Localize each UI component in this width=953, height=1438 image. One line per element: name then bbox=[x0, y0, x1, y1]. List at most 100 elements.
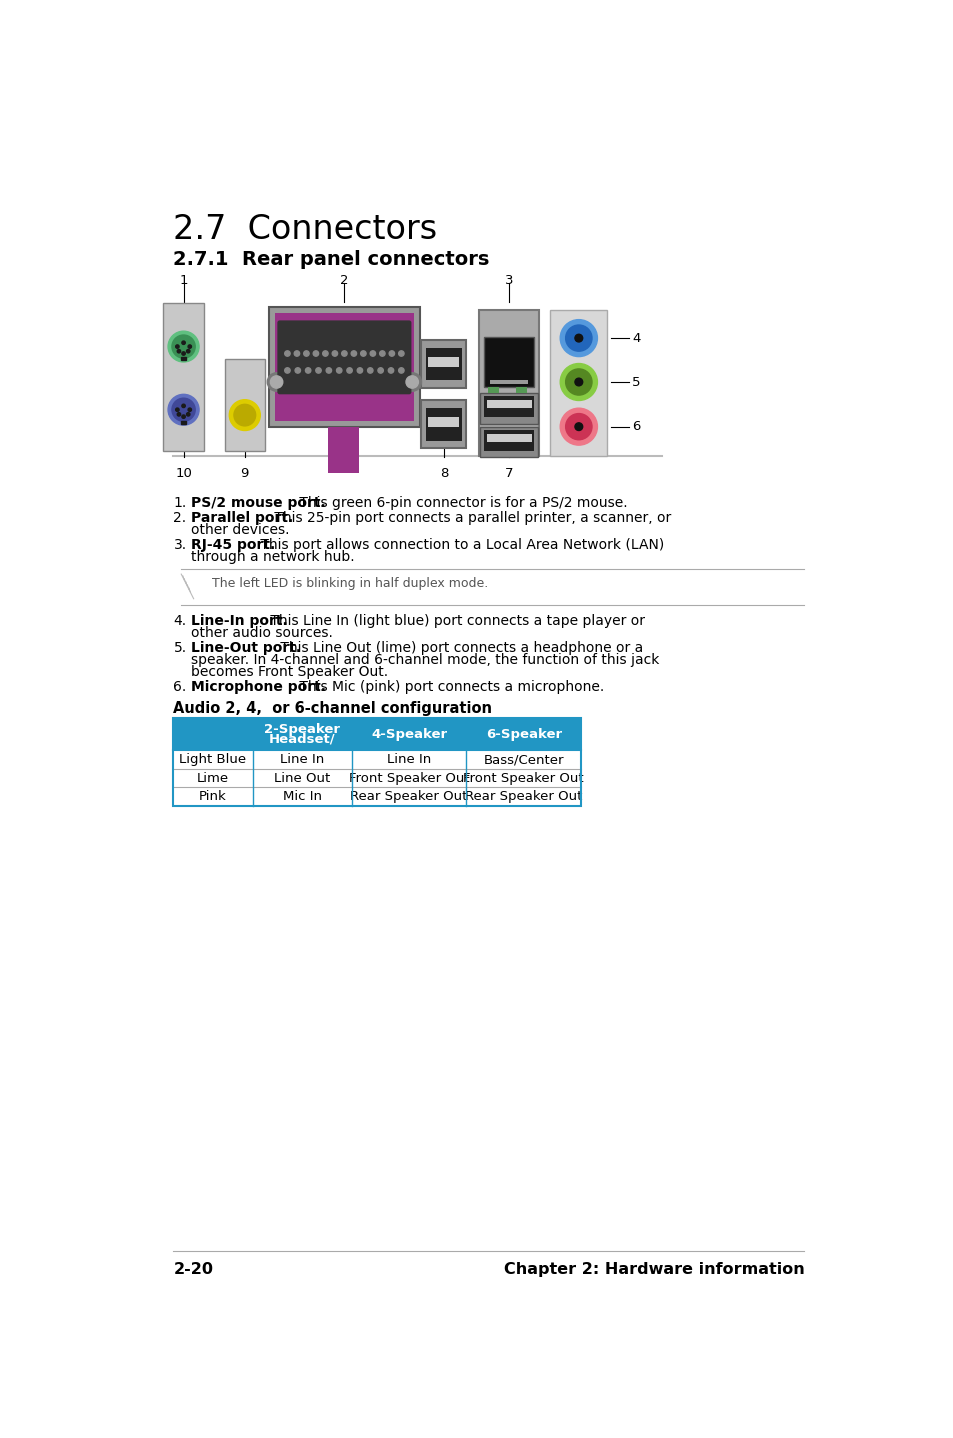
Circle shape bbox=[182, 404, 185, 407]
Text: 2-20: 2-20 bbox=[173, 1263, 213, 1277]
Text: through a network hub.: through a network hub. bbox=[191, 549, 354, 564]
Text: 2.7.1  Rear panel connectors: 2.7.1 Rear panel connectors bbox=[173, 250, 489, 269]
Text: Rear Speaker Out: Rear Speaker Out bbox=[465, 789, 582, 804]
Bar bbox=[489, 381, 528, 384]
Text: Pink: Pink bbox=[199, 789, 227, 804]
Bar bbox=[173, 718, 580, 805]
Circle shape bbox=[229, 400, 260, 430]
Circle shape bbox=[356, 368, 362, 372]
Circle shape bbox=[322, 351, 328, 357]
Bar bbox=[426, 408, 461, 440]
Text: Rear Speaker Out: Rear Speaker Out bbox=[350, 789, 467, 804]
Circle shape bbox=[187, 413, 190, 416]
Text: 4-Speaker: 4-Speaker bbox=[371, 728, 447, 741]
Bar bbox=[486, 400, 531, 408]
Circle shape bbox=[379, 351, 385, 357]
Text: Chapter 2: Hardware information: Chapter 2: Hardware information bbox=[503, 1263, 803, 1277]
Circle shape bbox=[565, 414, 592, 440]
Text: other devices.: other devices. bbox=[191, 523, 289, 536]
Text: 6.: 6. bbox=[173, 680, 187, 695]
Bar bbox=[173, 788, 580, 805]
Circle shape bbox=[177, 349, 180, 352]
Text: Headset/: Headset/ bbox=[269, 733, 335, 746]
Text: 8: 8 bbox=[439, 467, 448, 480]
Circle shape bbox=[406, 375, 418, 388]
Circle shape bbox=[575, 423, 582, 430]
Circle shape bbox=[402, 372, 421, 391]
Text: Lime: Lime bbox=[196, 772, 229, 785]
Circle shape bbox=[351, 351, 356, 357]
Text: 2-Speaker: 2-Speaker bbox=[264, 723, 340, 736]
Text: Bass/Center: Bass/Center bbox=[483, 754, 563, 766]
Bar bbox=[486, 434, 531, 441]
Circle shape bbox=[360, 351, 366, 357]
Text: Line-In port.: Line-In port. bbox=[191, 614, 287, 628]
Bar bbox=[488, 387, 498, 393]
Circle shape bbox=[172, 335, 195, 358]
FancyBboxPatch shape bbox=[163, 303, 204, 452]
Text: Line Out: Line Out bbox=[274, 772, 330, 785]
Bar bbox=[181, 358, 186, 361]
Text: 2.: 2. bbox=[173, 510, 187, 525]
Circle shape bbox=[182, 416, 185, 418]
Text: 3.: 3. bbox=[173, 538, 187, 552]
Text: speaker. In 4-channel and 6-channel mode, the function of this jack: speaker. In 4-channel and 6-channel mode… bbox=[191, 653, 659, 667]
Text: 4.: 4. bbox=[173, 614, 187, 628]
Circle shape bbox=[341, 351, 347, 357]
Circle shape bbox=[284, 351, 290, 357]
Text: Microphone port.: Microphone port. bbox=[191, 680, 325, 695]
Bar bbox=[173, 718, 580, 751]
Text: Front Speaker Out: Front Speaker Out bbox=[349, 772, 469, 785]
Text: 5: 5 bbox=[632, 375, 640, 388]
FancyBboxPatch shape bbox=[224, 360, 265, 452]
Circle shape bbox=[182, 352, 185, 355]
Text: Front Speaker Out: Front Speaker Out bbox=[463, 772, 583, 785]
Bar bbox=[428, 357, 459, 367]
Text: PS/2 mouse port.: PS/2 mouse port. bbox=[191, 496, 325, 510]
Text: Parallel port.: Parallel port. bbox=[191, 510, 293, 525]
Circle shape bbox=[177, 413, 180, 416]
Circle shape bbox=[175, 345, 179, 348]
Text: 4: 4 bbox=[632, 332, 640, 345]
Bar bbox=[484, 430, 534, 452]
Circle shape bbox=[347, 368, 352, 372]
Text: 7: 7 bbox=[504, 467, 513, 480]
Text: 9: 9 bbox=[240, 467, 249, 480]
Circle shape bbox=[233, 404, 255, 426]
Circle shape bbox=[305, 368, 311, 372]
Text: Line In: Line In bbox=[387, 754, 431, 766]
Circle shape bbox=[398, 351, 404, 357]
Text: 6: 6 bbox=[632, 420, 640, 433]
Circle shape bbox=[575, 334, 582, 342]
Circle shape bbox=[168, 331, 199, 362]
Text: Line In: Line In bbox=[280, 754, 324, 766]
Circle shape bbox=[175, 408, 179, 411]
Circle shape bbox=[336, 368, 341, 372]
Circle shape bbox=[575, 378, 582, 385]
Circle shape bbox=[559, 319, 597, 357]
Bar bbox=[328, 427, 359, 473]
Circle shape bbox=[303, 351, 309, 357]
Text: 6-Speaker: 6-Speaker bbox=[485, 728, 561, 741]
Bar bbox=[173, 769, 580, 788]
Text: Audio 2, 4,  or 6-channel configuration: Audio 2, 4, or 6-channel configuration bbox=[173, 702, 492, 716]
Circle shape bbox=[388, 368, 394, 372]
Text: 2.7  Connectors: 2.7 Connectors bbox=[173, 213, 437, 246]
FancyBboxPatch shape bbox=[480, 427, 537, 457]
FancyBboxPatch shape bbox=[421, 341, 466, 388]
Text: 3: 3 bbox=[504, 275, 513, 288]
Circle shape bbox=[270, 375, 282, 388]
Bar bbox=[484, 395, 534, 417]
Bar bbox=[484, 338, 534, 387]
Text: 1.: 1. bbox=[173, 496, 187, 510]
Text: 10: 10 bbox=[175, 467, 192, 480]
Circle shape bbox=[332, 351, 337, 357]
Bar bbox=[428, 417, 459, 427]
Text: This green 6-pin connector is for a PS/2 mouse.: This green 6-pin connector is for a PS/2… bbox=[294, 496, 627, 510]
Text: 2: 2 bbox=[339, 275, 348, 288]
Circle shape bbox=[294, 351, 299, 357]
Text: 1: 1 bbox=[179, 275, 188, 288]
Text: becomes Front Speaker Out.: becomes Front Speaker Out. bbox=[191, 664, 387, 679]
Circle shape bbox=[313, 351, 318, 357]
Circle shape bbox=[370, 351, 375, 357]
